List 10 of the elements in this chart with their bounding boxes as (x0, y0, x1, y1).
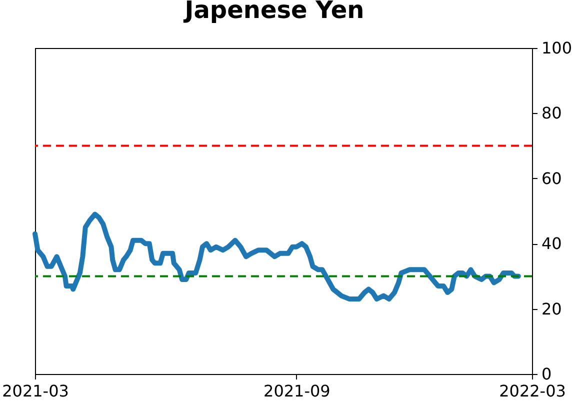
y-tick-label: 60 (542, 168, 562, 188)
y-tick-label: 100 (542, 38, 572, 58)
x-tick-label: 2022-03 (499, 382, 566, 400)
x-tick-label: 2021-09 (264, 382, 330, 400)
y-tick-label: 80 (542, 104, 562, 123)
y-tick-label: 0 (542, 364, 552, 384)
x-tick-label: 2021-03 (2, 382, 69, 400)
chart-title: Japenese Yen (182, 0, 364, 24)
y-tick-label: 40 (542, 234, 562, 254)
y-tick-label: 20 (542, 299, 562, 318)
